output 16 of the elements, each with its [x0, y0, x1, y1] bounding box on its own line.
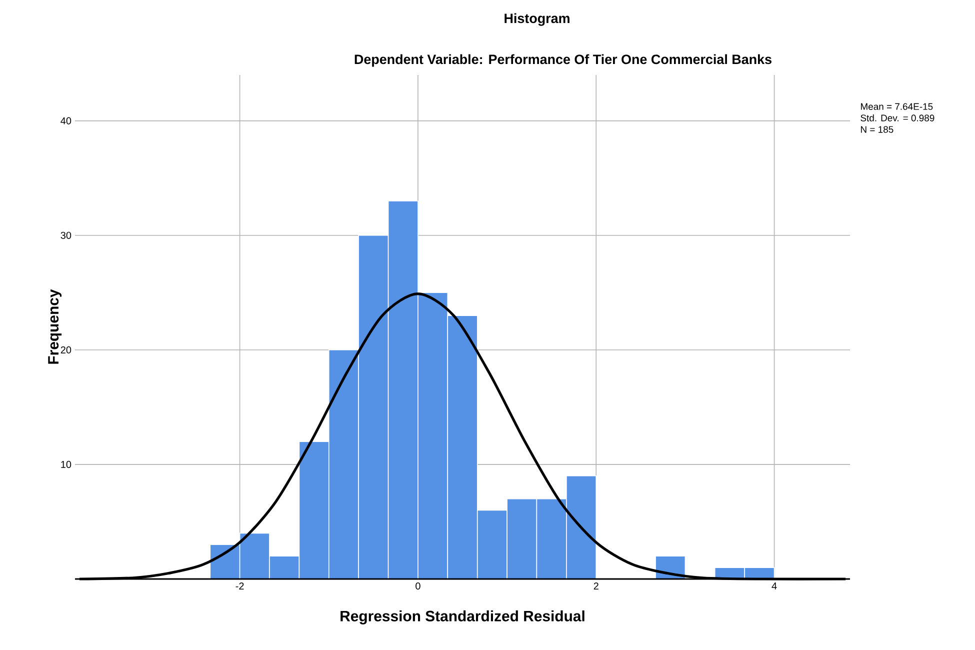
x-tick-label: -2: [236, 582, 244, 590]
y-tick-label: 20: [60, 346, 72, 354]
y-tick-label: 40: [60, 117, 72, 124]
line-series: [78, 292, 847, 580]
x-tick-label: 0: [416, 582, 420, 590]
y-tick-label: 30: [60, 232, 72, 239]
y-axis-title: Frequency: [48, 289, 62, 364]
x-tick-label: 2: [594, 582, 598, 590]
chart-title: Histogram: [504, 13, 570, 26]
chart-subtitle: Dependent Variable: Performance Of Tier One Commercial Banks: [354, 54, 772, 67]
text: Mean = 7.64E-15: [860, 103, 933, 110]
x-axis-title: Regression Standardized Residual: [340, 610, 584, 624]
text: Std. Dev. = 0.989: [860, 114, 934, 122]
x-tick-label: 4: [772, 582, 777, 590]
y-tick-label: 10: [61, 460, 72, 468]
text: N = 185: [860, 126, 894, 133]
